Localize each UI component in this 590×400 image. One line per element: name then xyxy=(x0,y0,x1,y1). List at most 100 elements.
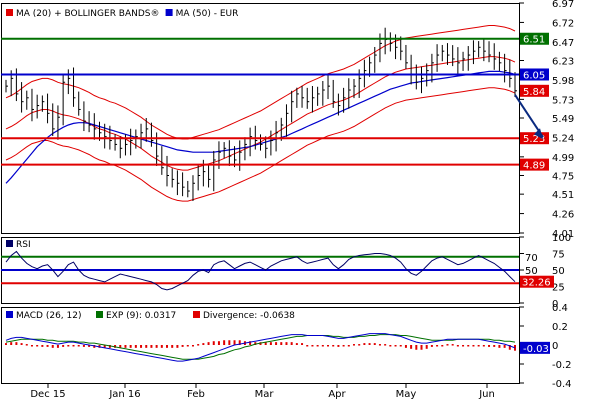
macd-divergence-bar xyxy=(145,345,148,348)
macd-divergence-bar xyxy=(488,345,491,347)
rsi-ytick-label: 50 xyxy=(552,266,565,277)
rsi-line xyxy=(5,250,516,291)
macd-last-label: -0.03 xyxy=(523,344,549,355)
macd-divergence-bar xyxy=(51,345,54,348)
macd-divergence-bar xyxy=(378,344,381,346)
macd-divergence-bar xyxy=(103,345,106,348)
price-level-label: 4.89 xyxy=(523,161,545,172)
price-bar xyxy=(114,134,118,151)
price-ytick-label: 4.99 xyxy=(552,153,574,164)
macd-divergence-bar xyxy=(233,340,236,345)
macd-divergence-bar xyxy=(384,344,387,346)
macd-divergence-bar xyxy=(482,345,485,347)
price-ytick-label: 6.47 xyxy=(552,38,574,49)
macd-divergence-bar xyxy=(399,345,402,347)
macd-ytick-label: -0.2 xyxy=(552,360,572,371)
price-bar xyxy=(130,128,133,156)
macd-divergence-bar xyxy=(238,340,241,345)
macd-divergence-bar xyxy=(425,345,428,349)
macd-divergence-bar xyxy=(30,345,33,347)
macd-divergence-bar xyxy=(217,341,220,345)
price-bar xyxy=(343,87,346,113)
price-bar xyxy=(472,40,476,65)
macd-divergence-bar xyxy=(415,345,418,350)
price-bar xyxy=(228,140,232,167)
macd-divergence-bar xyxy=(316,345,319,347)
price-bar xyxy=(405,44,408,70)
rsi-ytick-label: 0 xyxy=(552,299,558,310)
price-bar xyxy=(83,101,86,132)
price-ytick-label: 6.23 xyxy=(552,57,574,68)
price-bar xyxy=(488,41,492,63)
macd-divergence-bar xyxy=(456,345,459,347)
price-bar xyxy=(176,170,180,196)
bollinger-lower-band xyxy=(5,87,516,202)
price-bar xyxy=(36,94,40,119)
macd-divergence-bar xyxy=(155,345,158,348)
macd-divergence-bar xyxy=(352,344,355,346)
macd-divergence-bar xyxy=(508,345,511,350)
price-bar xyxy=(478,41,481,58)
macd-divergence-bar xyxy=(67,345,70,347)
rsi-ytick-label: 100 xyxy=(552,233,571,244)
trend-arrow-head xyxy=(534,128,543,140)
price-bar xyxy=(140,123,144,149)
macd-divergence-bar xyxy=(171,345,174,348)
price-bar xyxy=(452,45,455,67)
macd-legend-label: Divergence: -0.0638 xyxy=(203,311,295,321)
macd-divergence-bar xyxy=(394,345,397,347)
macd-legend-label: EXP (9): 0.0317 xyxy=(106,311,176,321)
macd-divergence-bar xyxy=(269,342,272,345)
macd-ytick-label: -0.4 xyxy=(552,379,572,390)
macd-divergence-bar xyxy=(150,345,153,348)
price-bar xyxy=(270,130,273,156)
macd-divergence-bar xyxy=(249,341,252,345)
price-bar xyxy=(285,104,289,137)
macd-divergence-bar xyxy=(467,345,470,347)
macd-divergence-bar xyxy=(446,344,449,346)
macd-legend-swatch xyxy=(193,311,200,318)
price-bar xyxy=(182,172,185,197)
rsi-level-label: 70 xyxy=(525,253,538,264)
macd-divergence-bar xyxy=(264,342,267,345)
price-bar xyxy=(119,136,123,159)
price-ytick-label: 5.24 xyxy=(552,133,574,144)
macd-divergence-bar xyxy=(337,345,340,347)
price-ytick-label: 6.72 xyxy=(552,18,574,29)
price-bar xyxy=(67,69,71,95)
price-bar xyxy=(208,164,211,188)
macd-divergence-bar xyxy=(25,344,28,346)
macd-divergence-bar xyxy=(373,343,376,345)
price-bar xyxy=(93,113,97,140)
macd-divergence-bar xyxy=(166,345,169,348)
macd-divergence-bar xyxy=(15,342,18,345)
price-ytick-label: 5.73 xyxy=(552,95,574,106)
macd-divergence-bar xyxy=(498,345,501,348)
price-bar xyxy=(171,168,175,188)
price-bar xyxy=(369,56,372,77)
macd-divergence-bar xyxy=(280,342,283,345)
rsi-ytick-label: 75 xyxy=(552,250,565,261)
price-ytick-label: 4.51 xyxy=(552,190,574,201)
price-bar xyxy=(213,150,216,192)
rsi-last-label: 32.26 xyxy=(522,278,551,289)
macd-divergence-bar xyxy=(124,345,127,348)
macd-divergence-bar xyxy=(5,343,7,345)
price-ytick-label: 4.26 xyxy=(552,210,574,221)
price-legend-label: MA (50) - EUR xyxy=(176,9,239,19)
price-bar xyxy=(374,46,377,73)
price-bar xyxy=(436,44,440,72)
macd-divergence-bar xyxy=(88,345,91,347)
macd-divergence-bar xyxy=(321,345,324,347)
price-bar xyxy=(26,90,29,110)
price-bar xyxy=(415,64,419,90)
macd-divergence-bar xyxy=(181,345,184,347)
macd-divergence-bar xyxy=(93,345,96,348)
price-bar xyxy=(260,134,263,151)
price-level-label: 5.23 xyxy=(523,134,545,145)
macd-divergence-bar xyxy=(342,345,345,347)
rsi-ytick-label: 25 xyxy=(552,283,565,294)
price-bar xyxy=(239,140,242,171)
macd-divergence-bar xyxy=(477,345,480,347)
